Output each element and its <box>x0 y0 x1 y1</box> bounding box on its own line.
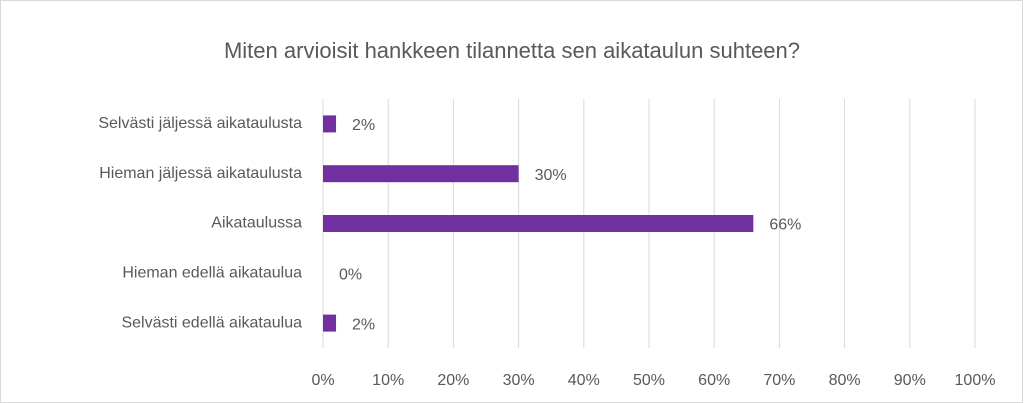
bar <box>323 215 754 232</box>
x-tick-label: 80% <box>829 372 861 389</box>
bar <box>323 314 337 332</box>
x-tick-label: 30% <box>503 372 535 389</box>
data-label: 66% <box>769 217 801 234</box>
y-tick-label: Hieman jäljessä aikataulusta <box>99 165 302 182</box>
data-label: 30% <box>535 167 567 184</box>
data-label: 2% <box>352 117 375 134</box>
data-label: 2% <box>352 316 375 333</box>
y-tick-label: Aikataulussa <box>211 215 302 232</box>
x-tick-label: 40% <box>568 372 600 389</box>
bar <box>323 115 337 133</box>
x-tick-label: 100% <box>955 372 996 389</box>
y-tick-label: Selvästi edellä aikataulua <box>121 314 302 331</box>
x-tick-label: 20% <box>437 372 469 389</box>
x-tick-label: 70% <box>763 372 795 389</box>
x-tick-label: 50% <box>633 372 665 389</box>
x-tick-label: 10% <box>372 372 404 389</box>
data-label: 0% <box>339 267 362 284</box>
bar <box>323 165 519 183</box>
y-tick-label: Hieman edellä aikataulua <box>122 265 302 282</box>
x-tick-label: 90% <box>894 372 926 389</box>
x-tick-label: 60% <box>698 372 730 389</box>
y-tick-label: Selvästi jäljessä aikataulusta <box>98 115 302 132</box>
chart-title: Miten arvioisit hankkeen tilannetta sen … <box>224 38 800 63</box>
x-tick-label: 0% <box>311 372 334 389</box>
